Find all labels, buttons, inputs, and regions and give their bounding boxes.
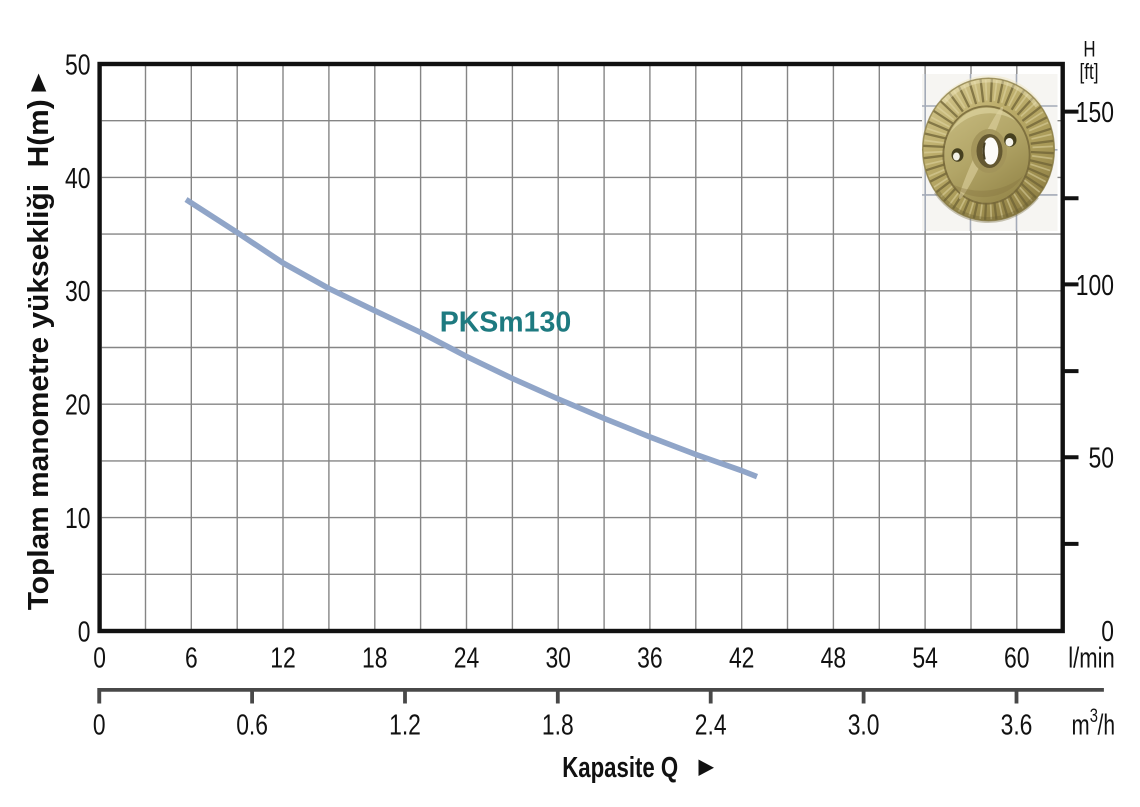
svg-text:42: 42 bbox=[729, 643, 755, 675]
svg-text:0.6: 0.6 bbox=[236, 710, 268, 742]
svg-text:H: H bbox=[1083, 37, 1095, 62]
svg-text:30: 30 bbox=[545, 643, 571, 675]
svg-text:18: 18 bbox=[362, 643, 388, 675]
svg-text:50: 50 bbox=[65, 49, 91, 81]
svg-text:6: 6 bbox=[185, 643, 198, 675]
svg-text:24: 24 bbox=[454, 643, 480, 675]
svg-text:10: 10 bbox=[65, 503, 91, 535]
svg-text:0: 0 bbox=[93, 710, 106, 742]
svg-text:60: 60 bbox=[1004, 643, 1030, 675]
svg-text:40: 40 bbox=[65, 163, 91, 195]
svg-text:3.0: 3.0 bbox=[848, 710, 880, 742]
svg-text:3: 3 bbox=[1090, 706, 1098, 727]
svg-text:2.4: 2.4 bbox=[695, 710, 727, 742]
svg-text:1.2: 1.2 bbox=[389, 710, 421, 742]
svg-text:50: 50 bbox=[1089, 443, 1115, 475]
svg-text:100: 100 bbox=[1076, 270, 1114, 302]
svg-text:30: 30 bbox=[65, 276, 91, 308]
svg-text:20: 20 bbox=[65, 390, 91, 422]
svg-text:3.6: 3.6 bbox=[1001, 710, 1033, 742]
svg-text:0: 0 bbox=[93, 643, 106, 675]
svg-text:36: 36 bbox=[637, 643, 663, 675]
svg-text:Kapasite Q: Kapasite Q bbox=[562, 752, 678, 784]
svg-text:12: 12 bbox=[270, 643, 296, 675]
svg-text:54: 54 bbox=[912, 643, 938, 675]
svg-text:PKSm130: PKSm130 bbox=[440, 306, 572, 338]
svg-text:m: m bbox=[1072, 710, 1090, 742]
svg-text:l/min: l/min bbox=[1068, 643, 1115, 675]
svg-text:150: 150 bbox=[1076, 97, 1114, 129]
svg-text:[ft]: [ft] bbox=[1080, 59, 1099, 84]
svg-text:48: 48 bbox=[821, 643, 847, 675]
svg-text:1.8: 1.8 bbox=[542, 710, 574, 742]
svg-text:0: 0 bbox=[78, 616, 91, 648]
svg-text:Toplam manometre yüksekliği H: Toplam manometre yüksekliği H(m) bbox=[23, 99, 55, 610]
svg-text:/h: /h bbox=[1098, 710, 1116, 742]
svg-text:0: 0 bbox=[1101, 616, 1114, 648]
